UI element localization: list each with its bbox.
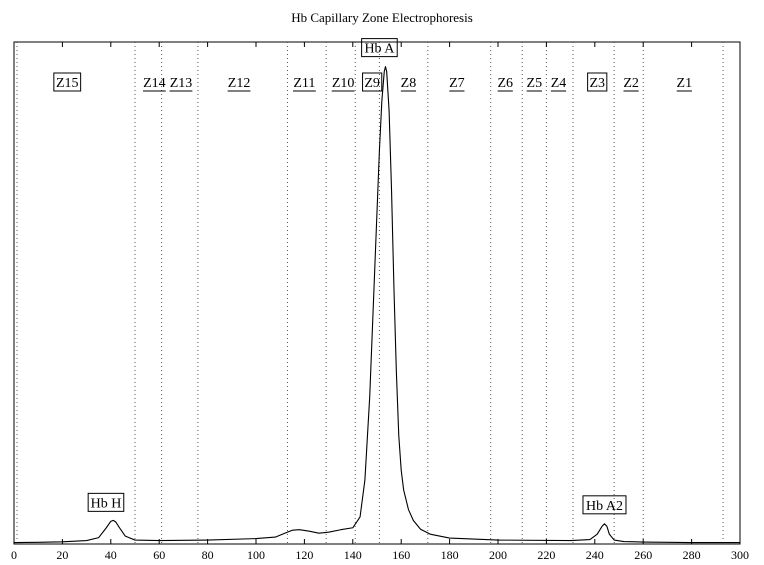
x-tick-label: 80 bbox=[202, 548, 214, 562]
plot-frame bbox=[13, 41, 741, 545]
zone-label: Z1 bbox=[677, 76, 693, 91]
zone-label-box bbox=[587, 72, 608, 92]
x-tick-label: 40 bbox=[105, 548, 117, 562]
x-tick-label: 0 bbox=[11, 548, 17, 562]
zone-label: Z7 bbox=[449, 76, 465, 91]
x-tick-label: 100 bbox=[247, 548, 265, 562]
x-tick-label: 300 bbox=[731, 548, 749, 562]
x-tick-label: 20 bbox=[56, 548, 68, 562]
x-tick-label: 180 bbox=[441, 548, 459, 562]
zone-label: Z12 bbox=[228, 76, 251, 91]
x-tick-label: 280 bbox=[683, 548, 701, 562]
chart-title: Hb Capillary Zone Electrophoresis bbox=[291, 10, 473, 25]
x-tick-label: 260 bbox=[634, 548, 652, 562]
x-tick-label: 220 bbox=[537, 548, 555, 562]
peak-label-box bbox=[582, 495, 627, 515]
x-tick-label: 200 bbox=[489, 548, 507, 562]
zone-label: Z9 bbox=[364, 76, 380, 91]
zone-label-box bbox=[362, 72, 383, 92]
zone-label: Z4 bbox=[551, 76, 567, 91]
x-tick-label: 240 bbox=[586, 548, 604, 562]
x-tick-label: 140 bbox=[344, 548, 362, 562]
x-tick-label: 120 bbox=[295, 548, 313, 562]
zone-label-box bbox=[53, 72, 82, 92]
peak-label-box bbox=[361, 38, 398, 58]
zone-label: Z15 bbox=[56, 76, 79, 91]
x-tick-label: 160 bbox=[392, 548, 410, 562]
electropherogram-line bbox=[13, 66, 740, 544]
zone-label: Z11 bbox=[293, 76, 315, 91]
zone-label: Z14 bbox=[143, 76, 166, 91]
zone-label: Z3 bbox=[589, 76, 605, 91]
zone-label: Z5 bbox=[527, 76, 543, 91]
peak-label: Hb A2 bbox=[586, 499, 623, 514]
zone-label: Z10 bbox=[332, 76, 355, 91]
zone-label: Z13 bbox=[170, 76, 193, 91]
zone-label: Z6 bbox=[497, 76, 513, 91]
zone-label: Z2 bbox=[623, 76, 639, 91]
peak-label: Hb A bbox=[364, 42, 395, 57]
peak-label: Hb H bbox=[91, 496, 122, 511]
zone-label: Z8 bbox=[401, 76, 417, 91]
peak-label-box bbox=[87, 492, 125, 512]
x-tick-label: 60 bbox=[153, 548, 165, 562]
